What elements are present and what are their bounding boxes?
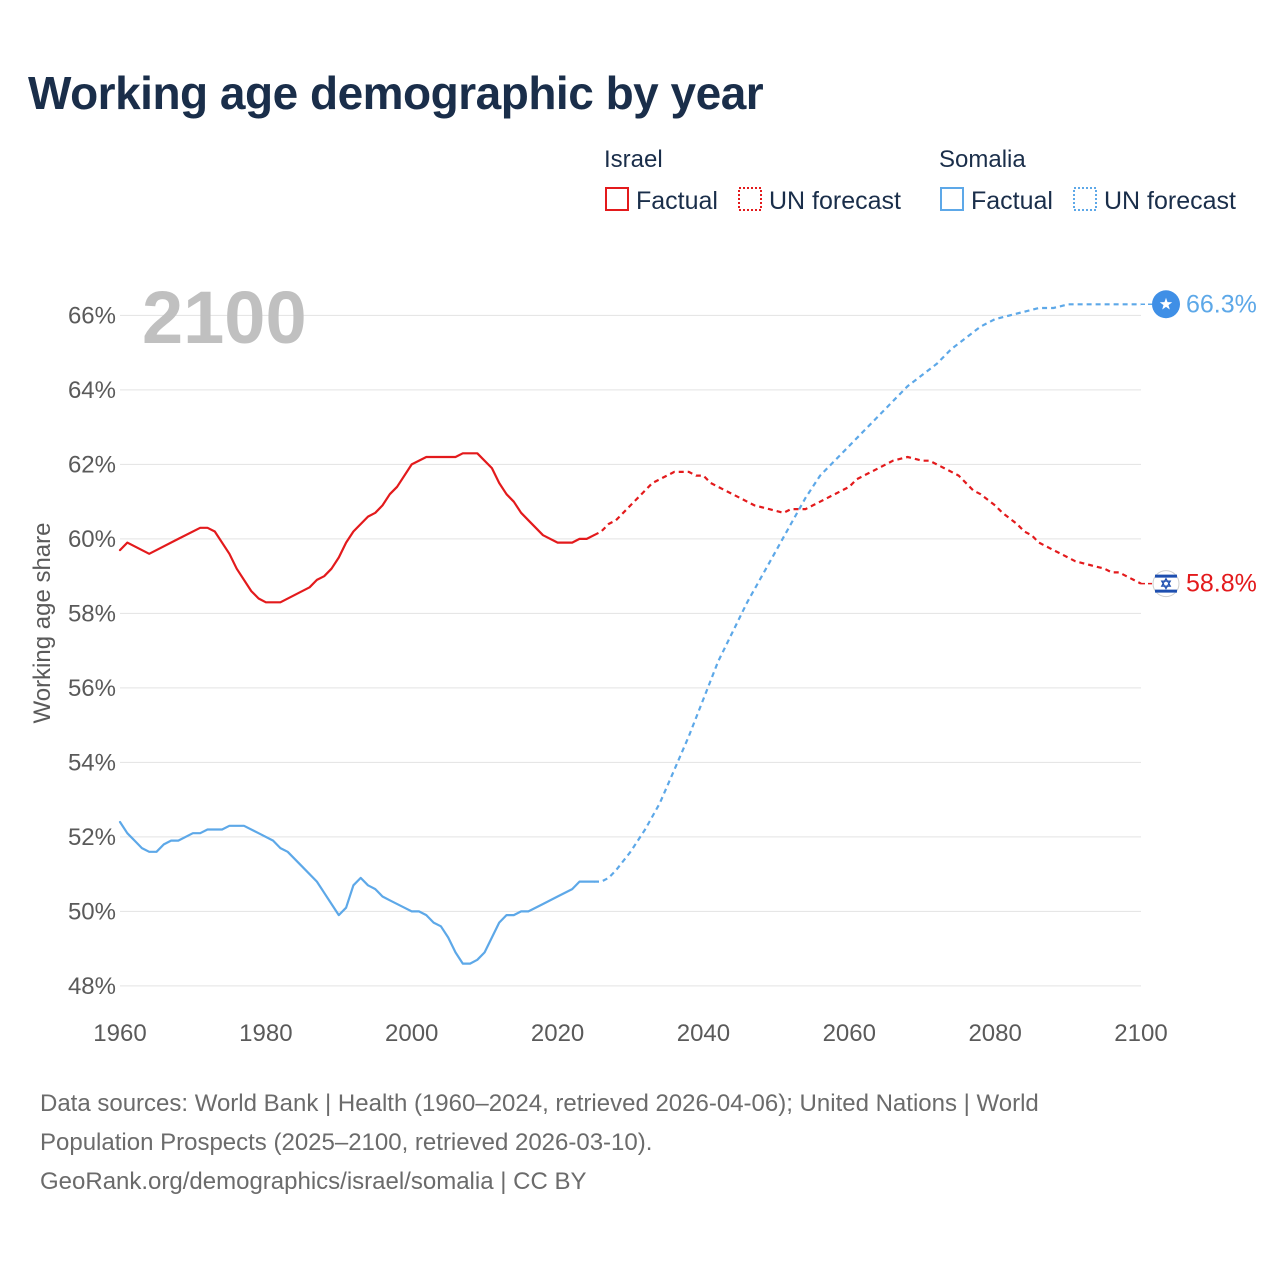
legend-label-israel-forecast: UN forecast	[769, 187, 901, 215]
flag-stripe-bottom	[1155, 589, 1177, 593]
legend: Israel Factual UN forecast Somalia Factu…	[604, 146, 1236, 215]
end-value-label-somalia: 66.3%	[1186, 290, 1257, 318]
x-tick-label: 2100	[1114, 1020, 1167, 1047]
star-icon	[1159, 297, 1173, 310]
x-tick-label: 1980	[239, 1020, 292, 1047]
y-tick-label: 52%	[68, 824, 116, 851]
legend-group-somalia: Somalia	[939, 146, 1026, 173]
star-of-david-icon	[1160, 580, 1172, 590]
source-line-1: Data sources: World Bank | Health (1960–…	[40, 1090, 1039, 1117]
legend-swatch-somalia-forecast	[1073, 187, 1097, 211]
x-tick-label: 2020	[531, 1020, 584, 1047]
y-tick-label: 62%	[68, 451, 116, 478]
x-tick-label: 2080	[968, 1020, 1021, 1047]
x-tick-label: 1960	[93, 1020, 146, 1047]
legend-swatch-israel-forecast	[738, 187, 762, 211]
y-tick-label: 58%	[68, 600, 116, 627]
series-lines	[118, 303, 1142, 965]
x-axis: 1960 1980 2000 2020 2040 2060 2080 2100	[93, 1020, 1167, 1047]
y-tick-label: 54%	[68, 749, 116, 776]
flag-stripe-top	[1155, 574, 1177, 578]
star-of-david-icon	[1160, 577, 1172, 587]
somalia-flag-icon	[1152, 290, 1180, 319]
legend-label-somalia-forecast: UN forecast	[1104, 187, 1236, 215]
series-line-somalia-factual	[118, 820, 596, 965]
y-tick-label: 56%	[68, 675, 116, 702]
y-tick-label: 50%	[68, 898, 116, 925]
end-markers: 58.8% 66.3%	[1141, 290, 1257, 598]
x-tick-label: 2040	[677, 1020, 730, 1047]
end-value-label-israel: 58.8%	[1186, 570, 1257, 598]
y-tick-label: 66%	[68, 302, 116, 329]
source-line-3[interactable]: GeoRank.org/demographics/israel/somalia …	[40, 1168, 587, 1195]
legend-group-israel: Israel	[604, 146, 663, 173]
y-tick-label: 64%	[68, 377, 116, 404]
y-tick-label: 60%	[68, 526, 116, 553]
y-axis: 48% 50% 52% 54% 56% 58% 60% 62% 64% 66%	[68, 302, 116, 1000]
series-line-somalia-forecast	[594, 303, 1141, 883]
flag-circle	[1152, 570, 1180, 598]
year-badge: 2100	[142, 276, 307, 359]
gridlines	[120, 314, 1141, 987]
israel-flag-icon	[1152, 570, 1180, 598]
chart-title: Working age demographic by year	[28, 67, 764, 119]
x-tick-label: 2000	[385, 1020, 438, 1047]
series-line-israel-forecast	[593, 455, 1142, 585]
series-line-israel-factual	[118, 452, 596, 604]
x-tick-label: 2060	[823, 1020, 876, 1047]
y-tick-label: 48%	[68, 973, 116, 1000]
source-line-2: Population Prospects (2025–2100, retriev…	[40, 1129, 653, 1156]
legend-swatch-israel-factual	[605, 187, 629, 211]
y-axis-label: Working age share	[29, 523, 56, 724]
legend-label-israel-factual: Factual	[636, 187, 718, 215]
legend-label-somalia-factual: Factual	[971, 187, 1053, 215]
legend-swatch-somalia-factual	[940, 187, 964, 211]
